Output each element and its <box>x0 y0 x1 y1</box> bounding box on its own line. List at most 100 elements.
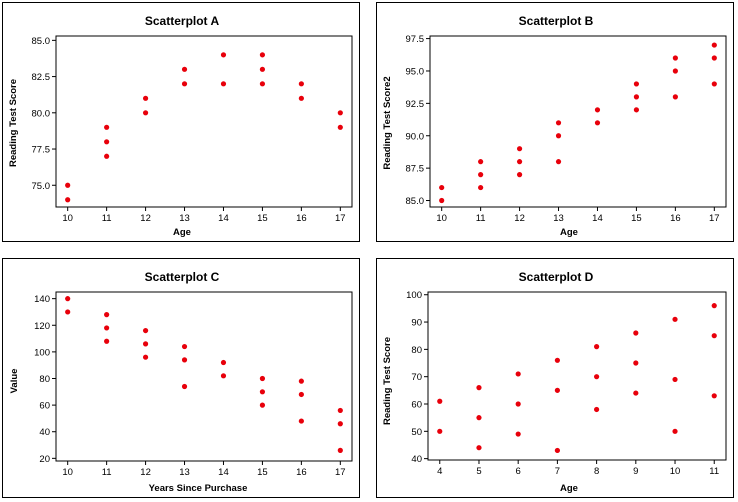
x-tick-label: 11 <box>102 467 112 478</box>
data-point <box>298 378 304 384</box>
x-tick-label: 14 <box>218 467 229 478</box>
y-axis-label: Value <box>9 369 20 394</box>
data-point <box>555 120 562 126</box>
scatterplot-c: Scatterplot C Years Since Purchase Value… <box>9 270 353 494</box>
y-tick-label: 80.0 <box>32 108 51 119</box>
y-tick-label: 120 <box>34 321 50 332</box>
x-tick-label: 5 <box>476 466 481 477</box>
data-point <box>711 42 717 48</box>
x-tick-label: 10 <box>436 213 447 224</box>
x-tick-label: 16 <box>296 213 307 224</box>
data-point <box>711 55 717 61</box>
x-tick-label: 8 <box>594 466 599 477</box>
data-point <box>516 146 523 152</box>
data-point <box>633 94 640 100</box>
data-point <box>104 338 110 344</box>
x-tick-label: 11 <box>102 213 112 224</box>
data-point <box>220 52 227 58</box>
x-tick-label: 12 <box>140 467 151 478</box>
y-tick-label: 82.5 <box>32 72 51 83</box>
scatterplot-b: Scatterplot B Age Reading Test Score2 10… <box>382 14 727 238</box>
data-point <box>65 197 71 203</box>
data-point <box>181 81 188 87</box>
data-point <box>298 81 304 87</box>
data-point <box>633 107 640 113</box>
x-tick-label: 16 <box>296 467 307 478</box>
x-tick-label: 4 <box>437 466 442 477</box>
plot-frame <box>429 35 727 208</box>
x-axis-label: Years Since Purchase <box>149 483 248 494</box>
x-tick-label: 6 <box>516 466 521 477</box>
y-tick-label: 60 <box>39 401 50 412</box>
data-point <box>672 376 678 383</box>
data-point <box>337 124 343 130</box>
x-tick-label: 14 <box>592 213 603 224</box>
data-point <box>672 55 678 61</box>
data-point <box>554 447 560 454</box>
x-tick-label: 15 <box>257 213 268 224</box>
data-point <box>478 159 484 165</box>
y-tick-label: 87.5 <box>406 164 425 175</box>
data-point <box>142 110 149 116</box>
chart-title: Scatterplot A <box>145 14 220 28</box>
data-point <box>554 387 560 393</box>
data-point <box>672 94 678 100</box>
data-point <box>181 343 188 350</box>
data-point <box>104 124 110 130</box>
data-point <box>65 296 71 302</box>
data-point <box>337 447 343 453</box>
data-point <box>220 81 227 87</box>
data-point <box>594 120 601 126</box>
data-point <box>594 374 600 380</box>
y-tick-label: 50 <box>411 427 422 438</box>
y-tick-label: 80 <box>39 374 50 385</box>
y-tick-label: 80 <box>411 345 422 356</box>
y-tick-label: 40 <box>411 454 422 465</box>
data-point <box>337 407 343 414</box>
data-point <box>711 393 717 399</box>
data-point <box>65 182 71 188</box>
scatterplot-c-panel: Scatterplot C Years Since Purchase Value… <box>2 258 360 498</box>
data-point <box>476 385 482 391</box>
x-tick-label: 10 <box>670 466 681 477</box>
x-tick-label: 11 <box>476 213 486 224</box>
data-point <box>478 172 484 178</box>
scatterplot-d: Scatterplot D Age Reading Test Score 4 5 6… <box>382 270 727 494</box>
data-point <box>711 303 717 309</box>
data-point <box>259 66 266 72</box>
data-point <box>181 383 188 390</box>
data-point <box>337 421 343 427</box>
plot-frame <box>427 291 727 461</box>
x-axis-label: Age <box>560 227 578 238</box>
data-point <box>298 391 304 398</box>
x-tick-label: 12 <box>140 213 151 224</box>
y-tick-label: 100 <box>406 290 422 301</box>
x-tick-label: 13 <box>553 213 564 224</box>
x-tick-label: 17 <box>335 213 346 224</box>
data-point <box>594 107 601 113</box>
x-tick-label: 13 <box>179 213 190 224</box>
y-tick-label: 70 <box>411 372 422 383</box>
data-point <box>298 95 304 101</box>
x-tick-label: 9 <box>633 466 638 477</box>
y-axis-label: Reading Test Score <box>8 79 19 167</box>
y-axis-label: Reading Test Score <box>382 337 393 425</box>
x-axis-label: Age <box>560 483 578 494</box>
plot-frame <box>55 35 353 208</box>
data-point <box>633 81 640 87</box>
data-point <box>104 312 110 318</box>
scatterplot-b-panel: Scatterplot B Age Reading Test Score2 10… <box>376 2 734 242</box>
data-point <box>104 139 110 145</box>
data-point <box>554 357 560 363</box>
scatterplot-a: Scatterplot A Age Reading Test Score 10 1… <box>8 14 353 238</box>
x-tick-label: 15 <box>257 467 268 478</box>
data-point <box>711 81 717 87</box>
x-tick-label: 10 <box>62 467 73 478</box>
data-point <box>142 327 149 334</box>
data-point <box>259 402 266 408</box>
data-point <box>439 184 445 191</box>
data-point <box>437 428 443 434</box>
data-point <box>711 333 717 339</box>
data-point <box>633 390 639 396</box>
data-point <box>220 373 227 379</box>
